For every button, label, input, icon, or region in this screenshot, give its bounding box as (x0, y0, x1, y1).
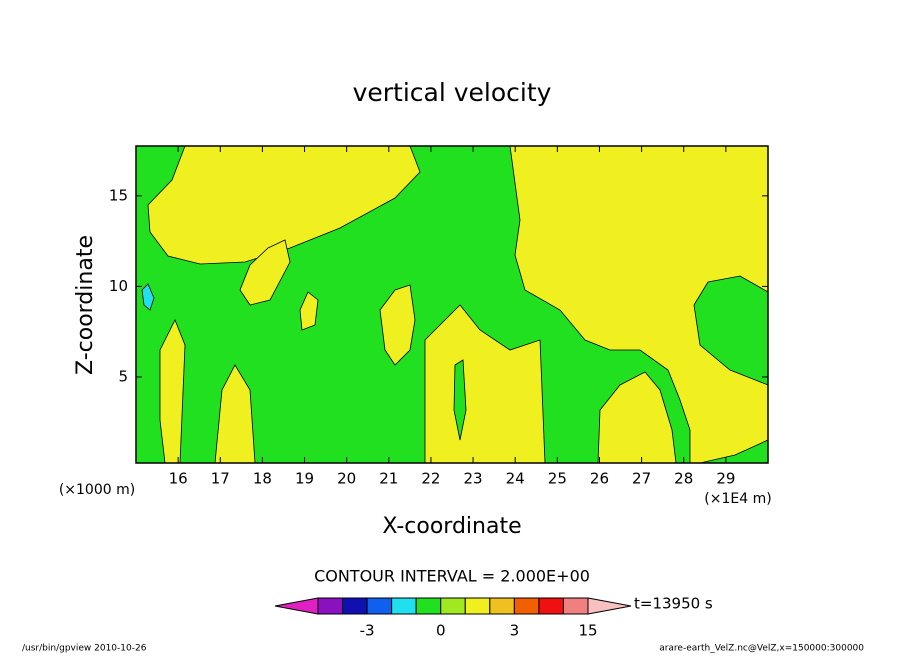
x-tick-label: 26 (590, 470, 609, 488)
colorbar-segment (562, 597, 589, 615)
x-tick-label: 22 (421, 470, 440, 488)
x-tick-label: 17 (211, 470, 230, 488)
contour-interval: CONTOUR INTERVAL = 2.000E+00 (314, 567, 590, 586)
colorbar-segment (513, 597, 540, 615)
x-tick-label: 28 (674, 470, 693, 488)
field-region (141, 283, 155, 311)
colorbar-segment (489, 597, 515, 615)
field-region (239, 239, 291, 306)
contour-field (135, 145, 769, 464)
y-tick-label: 5 (118, 367, 128, 385)
colorbar-segment (440, 597, 466, 615)
footer-left: /usr/bin/gpview 2010-10-26 (22, 644, 147, 654)
x-tick-label: 19 (295, 470, 314, 488)
colorbar-end (587, 597, 632, 615)
chart-title: vertical velocity (353, 78, 552, 107)
x-tick-label: 21 (379, 470, 398, 488)
x-tick-label: 23 (464, 470, 483, 488)
x-tick-label: 16 (169, 470, 188, 488)
colorbar-label: 15 (578, 622, 597, 640)
y-tick-label: 15 (109, 186, 128, 204)
x-unit: (×1E4 m) (704, 491, 771, 507)
y-axis-label: Z-coordinate (73, 235, 98, 375)
x-tick-label: 20 (337, 470, 356, 488)
footer-right: arare-earth_VelZ.nc@VelZ,x=150000:300000 (659, 644, 864, 654)
colorbar-end (274, 597, 319, 615)
x-axis-label: X-coordinate (382, 514, 521, 539)
colorbar-segment (415, 597, 442, 615)
field-region (453, 359, 467, 441)
plot-frame (135, 145, 769, 464)
field-region (597, 371, 677, 464)
x-tick-label: 27 (632, 470, 651, 488)
colorbar-segment (391, 597, 417, 615)
x-tick-label: 29 (716, 470, 735, 488)
field-region (147, 145, 421, 265)
y-tick-label: 10 (109, 277, 128, 295)
y-unit: (×1000 m) (59, 482, 135, 498)
colorbar-label: 3 (510, 622, 520, 640)
x-tick-label: 24 (506, 470, 525, 488)
colorbar-segment (538, 597, 564, 615)
colorbar-label: -3 (360, 622, 375, 640)
x-tick-label: 18 (253, 470, 272, 488)
x-tick-label: 25 (548, 470, 567, 488)
colorbar-segment (366, 597, 393, 615)
field-region (379, 284, 416, 366)
colorbar-segment (342, 597, 368, 615)
colorbar-segment (464, 597, 491, 615)
time-label: t=13950 s (634, 595, 713, 613)
field-region (299, 291, 319, 331)
colorbar-label: 0 (436, 622, 446, 640)
colorbar-segment (317, 597, 344, 615)
